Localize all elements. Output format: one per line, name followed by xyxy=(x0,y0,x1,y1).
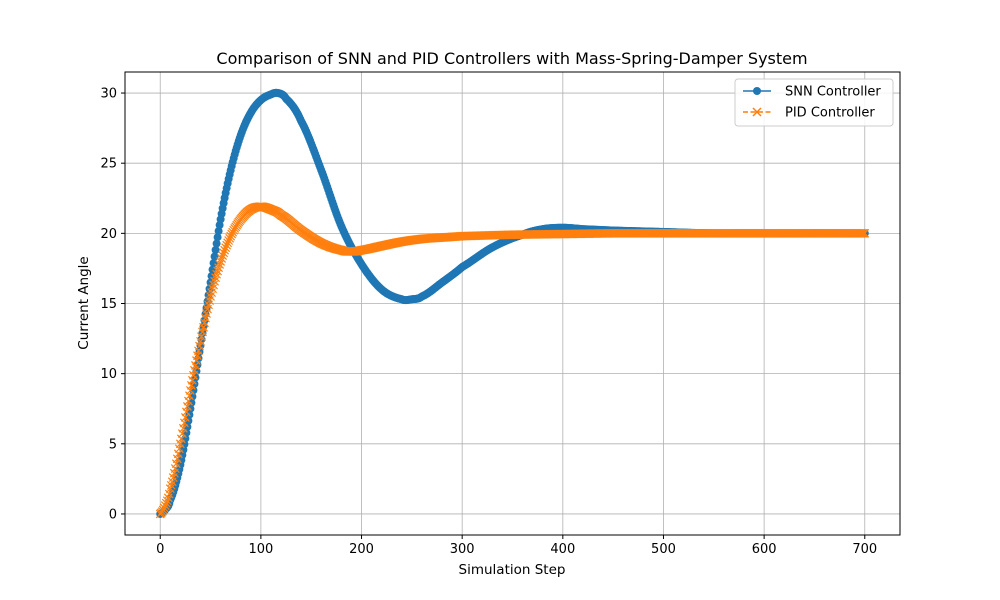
series-pid xyxy=(156,203,869,518)
x-tick-label: 200 xyxy=(349,542,374,557)
ticks: 0 100 200 300 400 500 600 700 0 5 10 15 20 25 30 xyxy=(100,87,877,557)
x-tick-label: 400 xyxy=(550,542,575,557)
y-tick-label: 15 xyxy=(100,297,117,312)
x-tick-label: 700 xyxy=(852,542,877,557)
legend-marker-snn xyxy=(753,87,761,95)
series-line xyxy=(160,207,865,514)
y-tick-label: 0 xyxy=(109,507,117,522)
chart-title: Comparison of SNN and PID Controllers wi… xyxy=(216,49,807,68)
y-tick-label: 5 xyxy=(109,437,117,452)
x-tick-label: 0 xyxy=(156,542,164,557)
legend: SNN Controller PID Controller xyxy=(735,79,893,126)
y-tick-label: 30 xyxy=(100,87,117,102)
y-tick-label: 25 xyxy=(100,157,117,172)
legend-label-snn: SNN Controller xyxy=(785,85,881,100)
x-tick-label: 300 xyxy=(450,542,475,557)
x-tick-label: 500 xyxy=(651,542,676,557)
x-tick-label: 600 xyxy=(752,542,777,557)
y-axis-label: Current Angle xyxy=(76,256,92,349)
y-tick-label: 10 xyxy=(100,367,117,382)
y-tick-label: 20 xyxy=(100,227,117,242)
legend-label-pid: PID Controller xyxy=(785,106,875,121)
x-tick-label: 100 xyxy=(248,542,273,557)
x-axis-label: Simulation Step xyxy=(459,562,566,578)
